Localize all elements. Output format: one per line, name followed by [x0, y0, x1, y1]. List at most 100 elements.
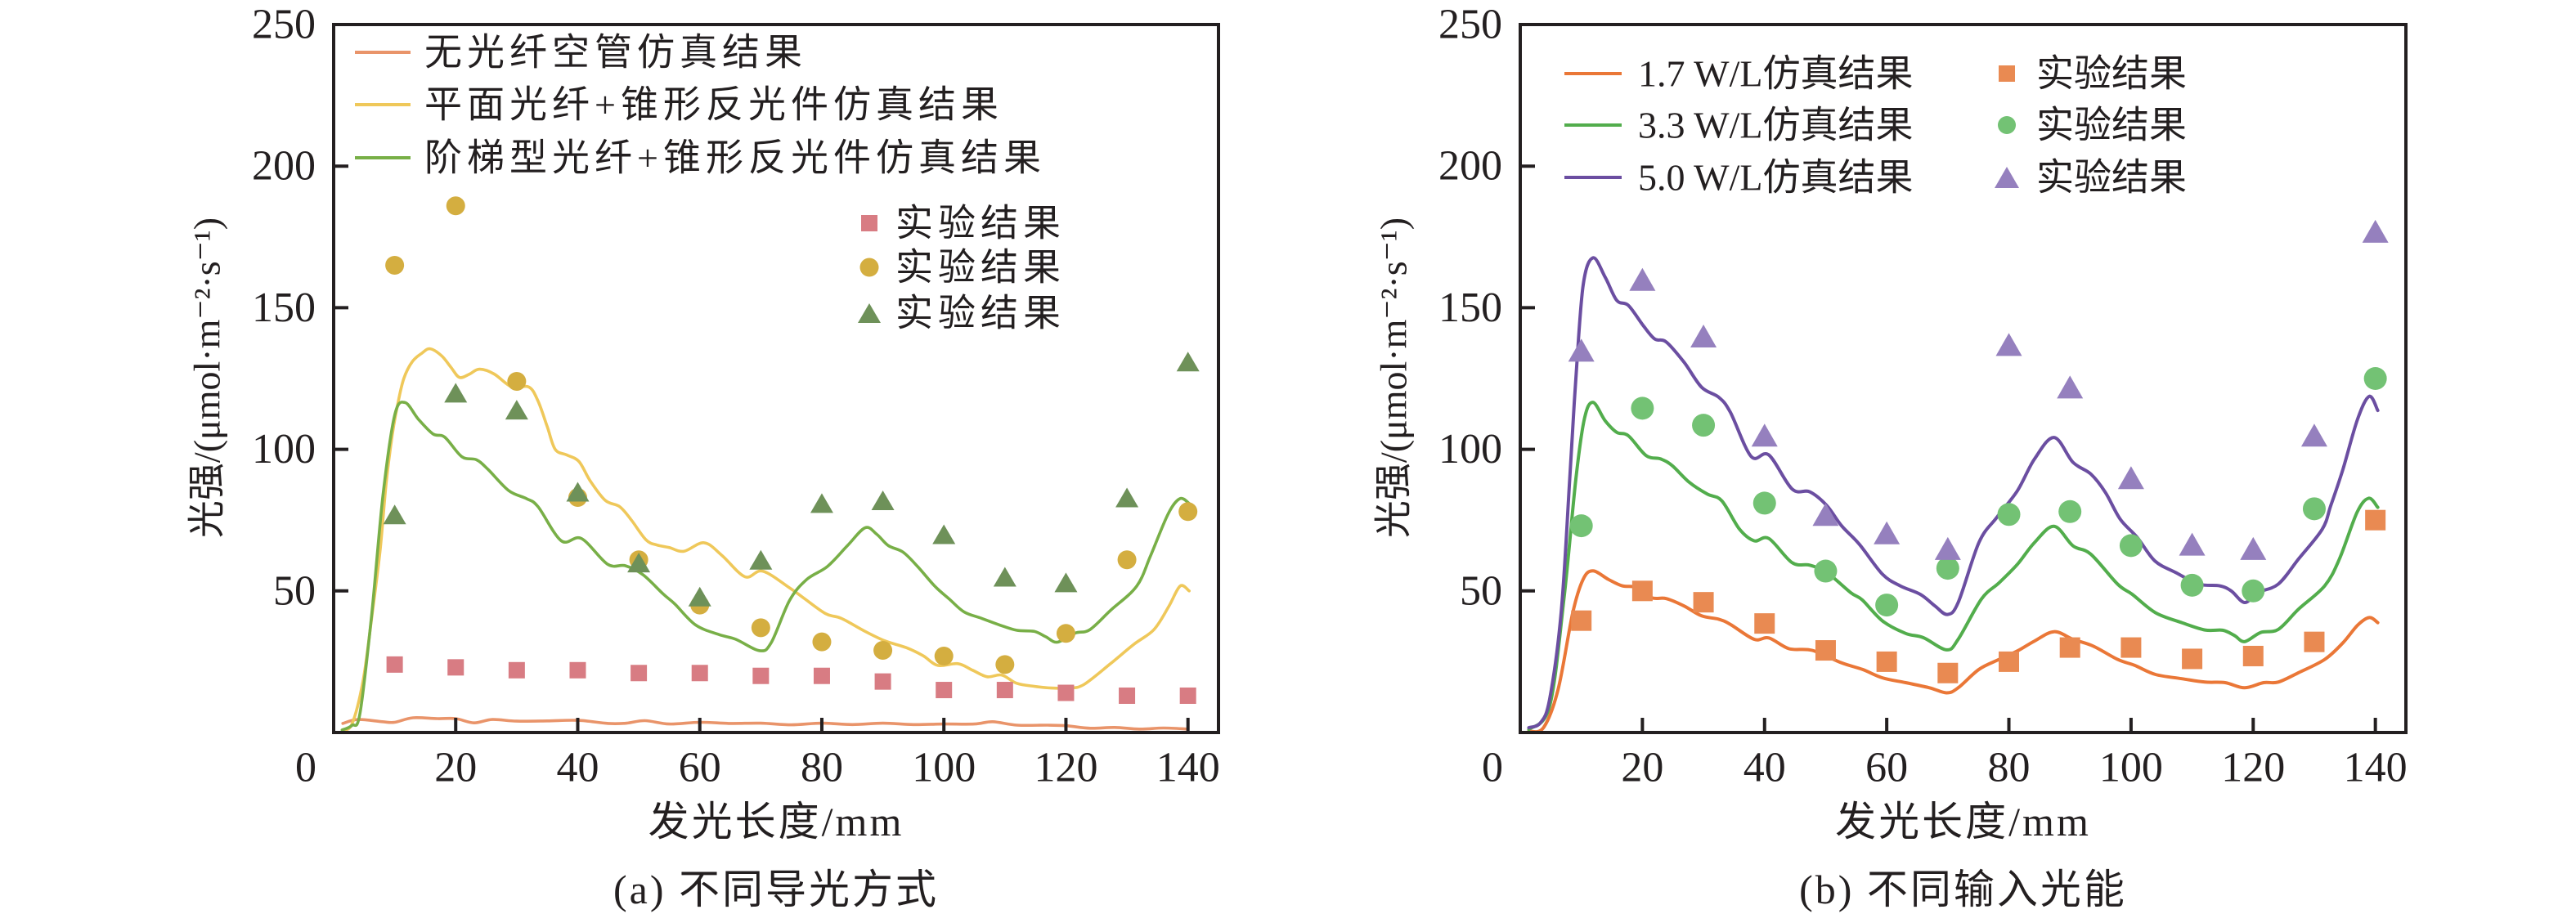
x-tick-label: 40	[556, 745, 599, 791]
legend-item-simulation: 无光纤空管仿真结果	[355, 32, 802, 74]
x-tick-label: 20	[1621, 745, 1663, 791]
experiment-point-square	[2059, 637, 2080, 658]
experiment-point-circle	[2242, 579, 2265, 603]
legend-label: 实验结果	[2036, 53, 2187, 95]
simulation-curve-3	[1527, 256, 2380, 730]
legend-item-experiment: 实验结果	[1999, 53, 2187, 95]
experiment-point-square	[569, 661, 586, 679]
simulation-curve-2	[340, 347, 1191, 732]
x-tick-label: 40	[1744, 745, 1786, 791]
origin-tick-label: 0	[295, 745, 316, 791]
experiment-point-circle	[1178, 502, 1198, 522]
x-tick-label: 100	[912, 745, 976, 791]
experiment-point-circle	[2302, 497, 2326, 521]
experiment-point-square	[813, 667, 830, 684]
legend-label: 实验结果	[2036, 105, 2187, 146]
y-axis-title: 光强/(μmol·m⁻²·s⁻¹)	[1373, 217, 1415, 538]
x-tick-label: 20	[434, 745, 477, 791]
y-tick-label: 50	[273, 567, 316, 614]
legend-item-simulation: 5.0 W/L仿真结果	[1564, 157, 1913, 199]
x-tick-label: 140	[2344, 745, 2408, 791]
experiment-point-square	[1631, 580, 1653, 602]
experiment-point-circle	[385, 255, 405, 275]
legend: 无光纤空管仿真结果平面光纤+锥形反光件仿真结果阶梯型光纤+锥形反光件仿真结果实验…	[355, 32, 1066, 334]
x-tick-label: 120	[1034, 745, 1097, 791]
experiment-point-triangle	[383, 504, 406, 525]
experiment-point-square	[1754, 613, 1775, 634]
legend-label: 5.0 W/L仿真结果	[1638, 157, 1913, 199]
experiment-point-triangle	[2117, 466, 2144, 490]
legend-item-experiment: 实验结果	[858, 293, 1066, 334]
experiment-point-circle	[507, 371, 527, 391]
experiment-point-square	[1571, 610, 1592, 631]
experiment-point-circle	[1752, 491, 1776, 515]
legend-label: 平面光纤+锥形反光件仿真结果	[424, 84, 1003, 126]
experiment-point-circle	[1875, 594, 1899, 617]
legend-label: 实验结果	[2036, 157, 2187, 199]
experiment-point-circle	[812, 632, 832, 652]
experiment-point-square	[1057, 684, 1075, 701]
panel-a-light-guide-methods: 50 100 150 200 250 20 40 60 80 100 120 140 0 发光长度/mm (…	[186, 2, 1220, 912]
experiment-point-triangle	[1874, 521, 1901, 544]
experiment-point-circle	[873, 641, 893, 661]
experiment-point-square	[2182, 648, 2203, 670]
experiment-point-triangle	[1690, 325, 1717, 348]
experiment-point-triangle	[1751, 423, 1778, 447]
experiment-point-triangle	[627, 553, 651, 573]
experiment-point-triangle	[749, 549, 773, 570]
experiment-point-square	[447, 659, 464, 676]
x-tick-label: 140	[1156, 745, 1220, 791]
y-tick-label: 50	[1460, 567, 1502, 614]
experiment-point-square	[691, 665, 708, 682]
x-axis-title: 发光长度/mm	[1835, 799, 2091, 845]
legend-item-simulation: 平面光纤+锥形反光件仿真结果	[355, 84, 1003, 126]
x-tick-label: 100	[2099, 745, 2163, 791]
experiment-point-triangle	[2057, 375, 2084, 399]
experiment-points	[383, 196, 1200, 704]
experiment-point-square	[2304, 631, 2325, 652]
panel-b-input-light-energy: 50 100 150 200 250 20 40 60 80 100 120 140 0 发光长度/mm (…	[1373, 2, 2408, 912]
experiment-point-circle	[1569, 514, 1593, 538]
experiment-point-circle	[1631, 397, 1654, 420]
y-tick-label: 200	[252, 143, 316, 190]
y-tick-label: 250	[1438, 2, 1502, 48]
legend-item-simulation: 3.3 W/L仿真结果	[1564, 105, 1913, 146]
experiment-point-circle	[2180, 573, 2204, 597]
experiment-point-square	[2365, 509, 2386, 531]
experiment-point-square	[1179, 687, 1196, 704]
plot-frame	[332, 23, 1220, 734]
experiment-point-square	[874, 673, 891, 690]
x-tick-label: 60	[679, 745, 721, 791]
legend-item-simulation: 阶梯型光纤+锥形反光件仿真结果	[355, 137, 1046, 179]
legend-marker-triangle	[1995, 167, 2019, 188]
experiment-point-square	[1876, 651, 1897, 672]
legend-label: 实验结果	[895, 203, 1066, 244]
legend-item-experiment: 实验结果	[1995, 157, 2187, 199]
legend-label: 阶梯型光纤+锥形反光件仿真结果	[424, 137, 1046, 179]
y-tick-label: 150	[252, 285, 316, 331]
experiment-point-circle	[1936, 557, 1959, 580]
experiment-point-circle	[2058, 500, 2082, 523]
experiment-point-square	[2242, 645, 2264, 666]
experiment-point-triangle	[993, 567, 1016, 587]
experiment-point-triangle	[1812, 503, 1839, 526]
legend-label: 实验结果	[895, 293, 1066, 334]
experiment-point-circle	[2363, 367, 2387, 390]
experiment-point-circle	[934, 646, 954, 665]
experiment-point-square	[1119, 687, 1136, 704]
experiment-point-circle	[1814, 559, 1838, 583]
y-axis-title: 光强/(μmol·m⁻²·s⁻¹)	[186, 217, 228, 538]
y-tick-label: 100	[252, 426, 316, 473]
legend-item-experiment: 实验结果	[859, 247, 1061, 289]
x-axis-title: 发光长度/mm	[648, 799, 904, 845]
experiment-point-circle	[1056, 624, 1075, 643]
simulation-curve-2	[1527, 401, 2380, 732]
experiment-point-triangle	[1629, 267, 1656, 291]
experiment-point-square	[1999, 651, 2020, 672]
experiment-point-triangle	[2362, 219, 2389, 243]
legend-label: 3.3 W/L仿真结果	[1638, 105, 1913, 146]
experiment-point-square	[508, 661, 525, 679]
simulation-curve-3	[340, 401, 1191, 732]
y-tick-label: 100	[1438, 426, 1502, 473]
